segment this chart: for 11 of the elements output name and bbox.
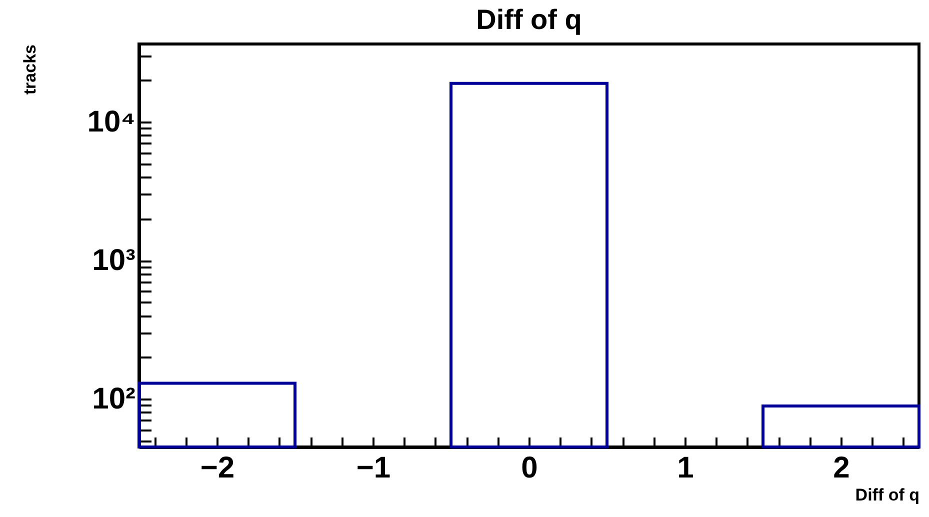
x-tick-label: 2 bbox=[833, 452, 850, 484]
chart-title: Diff of q bbox=[476, 4, 582, 35]
y-tick-label: 10³ bbox=[92, 244, 136, 278]
x-tick-label: −2 bbox=[200, 452, 235, 484]
x-axis-title: Diff of q bbox=[855, 486, 920, 504]
x-tick-label: 1 bbox=[677, 452, 694, 484]
y-tick-label: 10⁴ bbox=[87, 106, 136, 139]
x-tick-label: −1 bbox=[356, 452, 391, 484]
y-axis-title: tracks bbox=[20, 44, 40, 95]
x-tick-label: 0 bbox=[521, 452, 538, 484]
y-tick-label: 10² bbox=[92, 382, 136, 416]
